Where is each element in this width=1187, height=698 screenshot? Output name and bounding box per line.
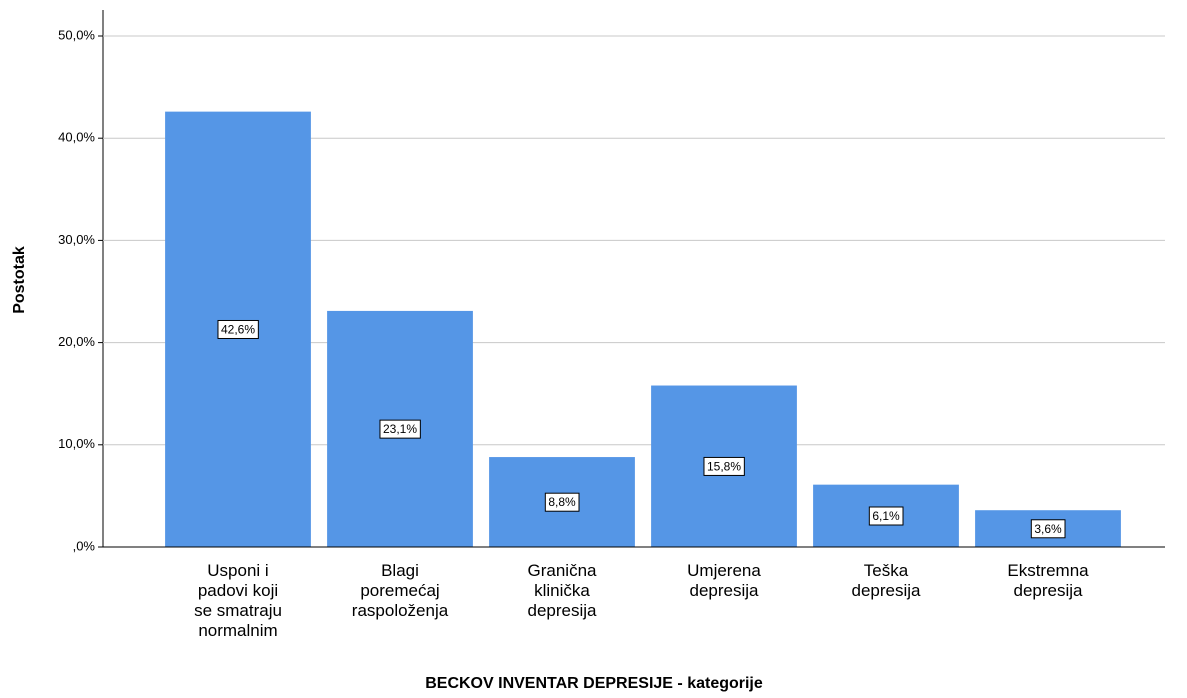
- value-label: 15,8%: [707, 459, 741, 473]
- x-axis-title: BECKOV INVENTAR DEPRESIJE - kategorije: [425, 675, 763, 692]
- value-label-box: [1030, 519, 1066, 539]
- x-tick-label: Blagi poremećaj raspoloženja: [352, 561, 449, 620]
- value-label-box: [217, 319, 259, 339]
- value-label: 3,6%: [1034, 522, 1062, 536]
- x-tick-label: Ekstremna depresija: [1007, 561, 1089, 600]
- x-tick-label: Teška depresija: [852, 561, 922, 600]
- value-label: 6,1%: [872, 509, 900, 523]
- y-axis-title: Postotak: [11, 246, 28, 314]
- value-label: 42,6%: [221, 322, 255, 336]
- y-tick-label: 50,0%: [58, 27, 95, 42]
- value-label-box: [703, 456, 745, 476]
- y-tick-label: 20,0%: [58, 334, 95, 349]
- value-label: 23,1%: [383, 422, 417, 436]
- value-label-box: [868, 506, 904, 526]
- x-tick-label: Umjerena depresija: [687, 561, 761, 600]
- y-tick-label: ,0%: [73, 538, 96, 553]
- value-label: 8,8%: [548, 495, 576, 509]
- x-tick-label: Usponi i padovi koji se smatraju normalnim: [194, 561, 282, 640]
- x-tick-label: Granična klinička depresija: [528, 561, 598, 620]
- y-tick-label: 10,0%: [58, 436, 95, 451]
- value-label-box: [544, 492, 580, 512]
- y-tick-label: 40,0%: [58, 130, 95, 145]
- y-tick-label: 30,0%: [58, 232, 95, 247]
- value-label-box: [379, 419, 421, 439]
